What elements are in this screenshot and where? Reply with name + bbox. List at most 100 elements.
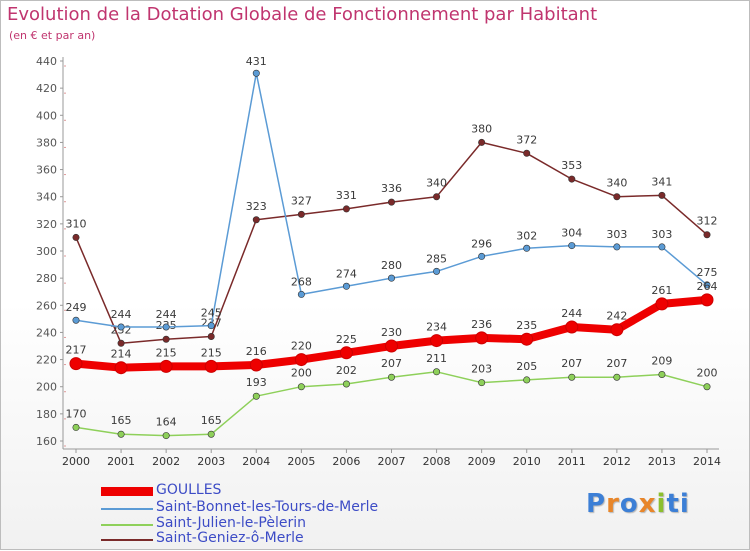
data-point-saint-bonnet-les-tours-de-merle [207,322,215,330]
data-point-saint-julien-le-pelerin [117,430,125,438]
y-tick-label: 320 [36,218,57,231]
x-tick-label: 2011 [558,455,586,468]
x-tick-label: 2007 [378,455,406,468]
data-point-saint-julien-le-pelerin [658,370,666,378]
data-point-saint-julien-le-pelerin [162,432,170,440]
y-tick-label: 300 [36,245,57,258]
data-label-goulles: 225 [336,333,357,346]
data-label-goulles: 261 [651,284,672,297]
data-point-goulles [114,361,128,375]
data-label-goulles: 235 [516,319,537,332]
data-label-saint-julien-le-pelerin: 164 [156,416,177,429]
data-label-saint-geniez-o-merle: 331 [336,189,357,202]
data-label-saint-bonnet-les-tours-de-merle: 285 [426,252,447,265]
x-tick-label: 2000 [62,455,90,468]
data-label-saint-geniez-o-merle: 340 [606,177,627,190]
data-point-saint-geniez-o-merle [252,216,260,224]
data-label-saint-julien-le-pelerin: 193 [246,376,267,389]
legend-item-saint-geniez: Saint-Geniez-ô-Merle [101,530,421,546]
data-point-goulles [69,357,83,371]
data-label-saint-geniez-o-merle: 380 [471,122,492,135]
data-point-saint-geniez-o-merle [207,332,215,340]
legend-item-saint-julien: Saint-Julien-le-Pèlerin [101,515,421,531]
data-label-saint-geniez-o-merle: 327 [291,194,312,207]
legend-label-saint-julien: Saint-Julien-le-Pèlerin [156,515,307,531]
data-label-saint-julien-le-pelerin: 170 [66,407,87,420]
proxiti-logo: Proxiti [586,489,690,519]
data-label-goulles: 264 [697,280,718,293]
y-tick-label: 400 [36,109,57,122]
data-label-saint-bonnet-les-tours-de-merle: 244 [111,308,132,321]
data-label-saint-bonnet-les-tours-de-merle: 296 [471,237,492,250]
y-tick-label: 260 [36,299,57,312]
data-point-goulles [610,323,624,337]
y-tick-label: 280 [36,272,57,285]
x-tick-label: 2010 [513,455,541,468]
data-label-saint-julien-le-pelerin: 202 [336,364,357,377]
data-label-saint-geniez-o-merle: 323 [246,200,267,213]
data-label-goulles: 217 [66,344,87,357]
data-label-saint-julien-le-pelerin: 207 [606,357,627,370]
data-point-saint-bonnet-les-tours-de-merle [523,244,531,252]
data-point-saint-bonnet-les-tours-de-merle [72,316,80,324]
data-point-saint-bonnet-les-tours-de-merle [703,281,711,289]
data-label-saint-bonnet-les-tours-de-merle: 302 [516,229,537,242]
data-label-saint-julien-le-pelerin: 207 [561,357,582,370]
data-point-saint-bonnet-les-tours-de-merle [117,323,125,331]
data-point-goulles [700,293,714,307]
data-label-goulles: 242 [606,310,627,323]
data-point-saint-bonnet-les-tours-de-merle [433,267,441,275]
data-point-saint-geniez-o-merle [433,193,441,201]
data-point-saint-julien-le-pelerin [72,423,80,431]
y-tick-label: 180 [36,408,57,421]
data-point-goulles [385,339,398,353]
data-point-goulles [520,332,534,346]
data-point-saint-julien-le-pelerin [613,373,621,381]
data-label-goulles: 234 [426,321,447,334]
data-point-saint-bonnet-les-tours-de-merle [252,69,260,77]
data-label-saint-julien-le-pelerin: 203 [471,363,492,376]
data-point-goulles [249,358,263,372]
data-point-saint-bonnet-les-tours-de-merle [658,243,666,251]
data-point-saint-julien-le-pelerin [433,368,441,376]
data-point-saint-julien-le-pelerin [568,373,576,381]
data-point-goulles [475,331,489,345]
data-label-saint-bonnet-les-tours-de-merle: 431 [246,55,267,68]
data-label-saint-julien-le-pelerin: 165 [201,414,222,427]
legend-item-saint-bonnet: Saint-Bonnet-les-Tours-de-Merle [101,499,421,515]
y-tick-label: 220 [36,354,57,367]
x-tick-label: 2008 [423,455,451,468]
legend-swatch-saint-geniez [101,539,153,541]
data-point-saint-julien-le-pelerin [297,383,305,391]
y-tick-label: 200 [36,381,57,394]
data-point-saint-geniez-o-merle [478,138,486,146]
y-tick-label: 440 [36,55,57,68]
data-label-goulles: 214 [111,348,132,361]
legend-swatch-saint-julien [101,524,153,526]
y-tick-label: 420 [36,82,57,95]
chart-title: Evolution de la Dotation Globale de Fonc… [7,4,598,25]
data-label-goulles: 216 [246,345,267,358]
data-point-goulles [159,359,173,373]
legend-label-saint-geniez: Saint-Geniez-ô-Merle [156,530,304,546]
data-point-saint-bonnet-les-tours-de-merle [478,252,486,260]
x-tick-label: 2012 [603,455,631,468]
data-point-saint-geniez-o-merle [523,149,531,157]
chart-subtitle: (en € et par an) [9,29,96,42]
data-label-saint-julien-le-pelerin: 205 [516,360,537,373]
data-label-saint-bonnet-les-tours-de-merle: 244 [156,308,177,321]
data-label-saint-bonnet-les-tours-de-merle: 268 [291,275,312,288]
data-label-saint-julien-le-pelerin: 209 [651,355,672,368]
x-tick-label: 2003 [197,455,225,468]
data-point-saint-bonnet-les-tours-de-merle [613,243,621,251]
x-tick-label: 2014 [693,455,721,468]
data-label-saint-bonnet-les-tours-de-merle: 304 [561,227,582,240]
x-tick-label: 2005 [287,455,315,468]
data-point-saint-julien-le-pelerin [478,379,486,387]
x-tick-label: 2002 [152,455,180,468]
data-point-saint-geniez-o-merle [703,231,711,239]
data-label-goulles: 215 [201,346,222,359]
data-point-goulles [565,320,579,334]
